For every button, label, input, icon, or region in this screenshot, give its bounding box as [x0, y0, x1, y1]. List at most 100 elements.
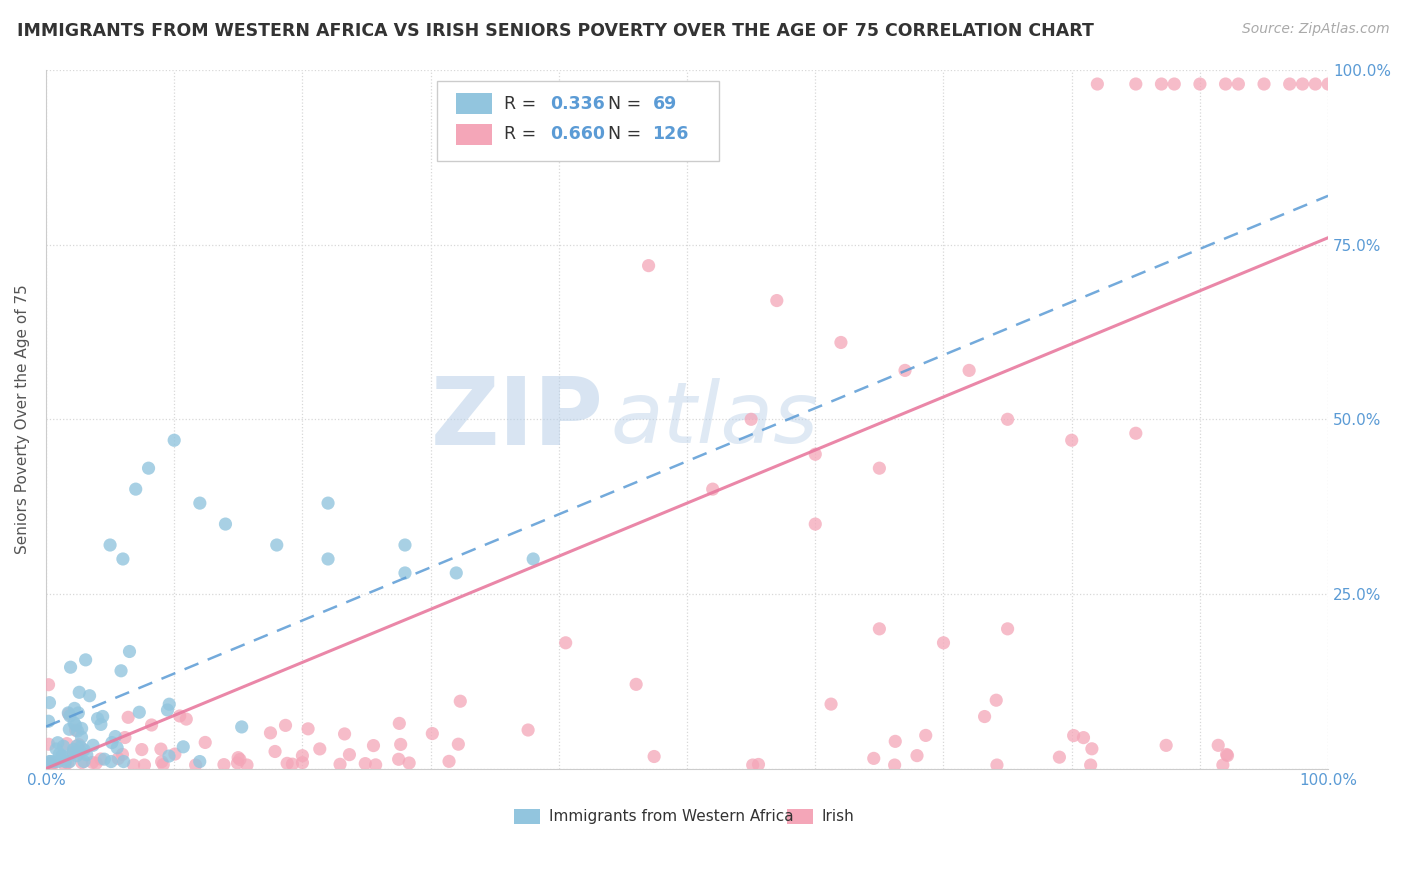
- Point: [339, 747, 361, 762]
- Point: [46, 736, 69, 750]
- Point: [316, 496, 339, 510]
- Point: [236, 758, 259, 772]
- Point: [1085, 77, 1108, 91]
- Point: [79, 689, 101, 703]
- Point: [70, 722, 93, 736]
- Point: [1227, 77, 1250, 91]
- Point: [38, 737, 60, 751]
- Point: [157, 749, 180, 764]
- Point: [117, 710, 139, 724]
- Point: [38, 696, 60, 710]
- Point: [65, 744, 87, 758]
- Point: [1317, 77, 1340, 91]
- Point: [52, 739, 75, 754]
- Point: [1215, 77, 1237, 91]
- Point: [107, 751, 129, 765]
- Point: [388, 752, 411, 766]
- Point: [522, 552, 544, 566]
- Point: [883, 758, 905, 772]
- FancyBboxPatch shape: [437, 80, 718, 161]
- Point: [114, 731, 136, 745]
- Point: [65, 718, 87, 732]
- Point: [1163, 77, 1185, 91]
- Text: Immigrants from Western Africa: Immigrants from Western Africa: [548, 809, 793, 824]
- Point: [1216, 748, 1239, 763]
- Point: [69, 744, 91, 758]
- Point: [90, 752, 112, 766]
- Point: [84, 756, 107, 771]
- Point: [67, 685, 90, 699]
- Point: [266, 538, 288, 552]
- Point: [131, 742, 153, 756]
- Point: [986, 758, 1008, 772]
- FancyBboxPatch shape: [787, 809, 813, 824]
- Point: [53, 755, 76, 769]
- Point: [188, 755, 211, 769]
- Point: [624, 677, 647, 691]
- Point: [231, 720, 253, 734]
- Point: [104, 730, 127, 744]
- Point: [643, 749, 665, 764]
- Point: [65, 723, 87, 738]
- Point: [394, 538, 416, 552]
- Point: [226, 750, 249, 764]
- Point: [297, 722, 319, 736]
- Point: [1073, 731, 1095, 745]
- Point: [125, 482, 148, 496]
- Point: [986, 693, 1008, 707]
- Text: N =: N =: [607, 125, 647, 144]
- Point: [741, 758, 763, 772]
- Point: [157, 697, 180, 711]
- Point: [39, 755, 62, 769]
- Point: [389, 738, 412, 752]
- Point: [1291, 77, 1313, 91]
- Point: [765, 293, 787, 308]
- Point: [149, 742, 172, 756]
- Point: [134, 758, 156, 772]
- Point: [973, 709, 995, 723]
- Point: [98, 538, 121, 552]
- Point: [46, 755, 69, 769]
- Point: [914, 728, 936, 742]
- Point: [437, 755, 460, 769]
- Point: [449, 694, 471, 708]
- Point: [276, 756, 298, 771]
- Point: [63, 716, 86, 731]
- Point: [62, 746, 84, 760]
- Point: [554, 636, 576, 650]
- Point: [150, 755, 173, 769]
- Point: [67, 738, 90, 752]
- Point: [69, 739, 91, 754]
- Point: [1081, 741, 1104, 756]
- Point: [76, 747, 98, 762]
- Point: [53, 758, 76, 772]
- Point: [73, 755, 96, 769]
- Point: [128, 705, 150, 719]
- Point: [163, 434, 186, 448]
- Point: [804, 447, 827, 461]
- Point: [59, 755, 82, 769]
- Text: R =: R =: [503, 125, 541, 144]
- Point: [42, 755, 65, 769]
- Point: [56, 737, 79, 751]
- Point: [1150, 77, 1173, 91]
- Point: [93, 752, 115, 766]
- Point: [905, 748, 928, 763]
- Point: [172, 739, 194, 754]
- Point: [868, 461, 890, 475]
- Point: [169, 709, 191, 723]
- Text: ZIP: ZIP: [430, 373, 603, 466]
- Text: atlas: atlas: [610, 378, 818, 461]
- Point: [291, 756, 314, 770]
- Point: [884, 734, 907, 748]
- FancyBboxPatch shape: [515, 809, 540, 824]
- Point: [212, 757, 235, 772]
- Point: [111, 552, 134, 566]
- Point: [63, 701, 86, 715]
- Point: [1063, 729, 1085, 743]
- Text: R =: R =: [503, 95, 541, 112]
- Point: [1125, 426, 1147, 441]
- Point: [59, 709, 82, 723]
- FancyBboxPatch shape: [457, 93, 492, 114]
- Point: [163, 747, 186, 761]
